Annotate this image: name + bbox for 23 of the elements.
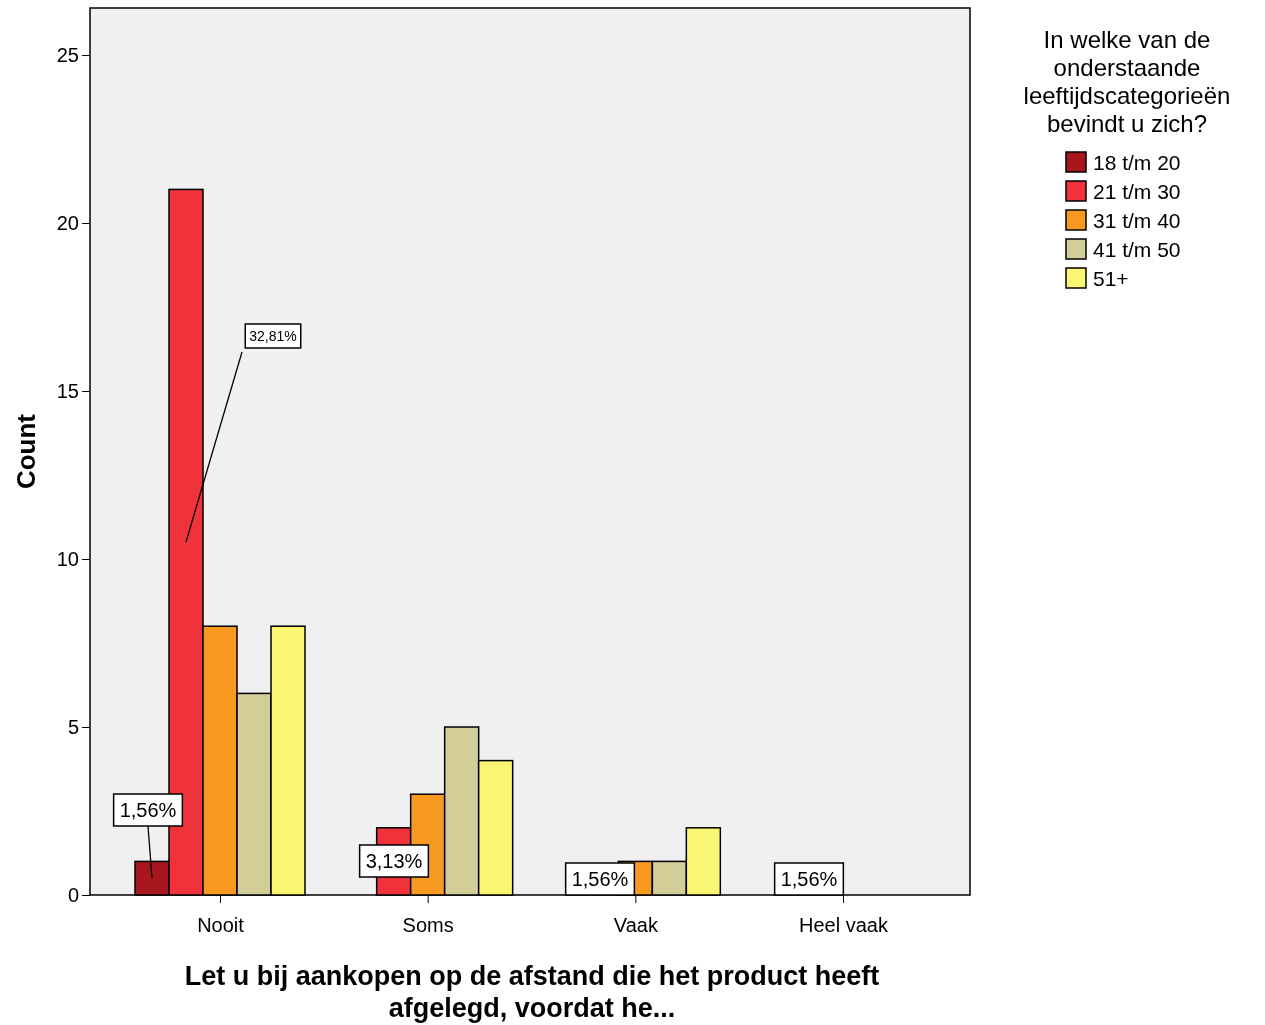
x-tick-label: Vaak [613,914,659,936]
legend-label: 41 t/m 50 [1093,238,1181,261]
y-tick-label: 25 [56,43,79,66]
annotation: 1,56% [119,799,177,822]
annotation: 32,81% [249,328,297,345]
y-tick-label: 10 [56,547,79,570]
annotation: 3,13% [365,850,423,873]
y-tick-label: 20 [56,211,79,234]
annotation: 1,56% [571,868,629,891]
y-tick-label: 0 [67,883,79,906]
y-tick-label: 15 [56,379,79,402]
x-tick-label: Soms [402,914,454,936]
y-tick-label: 5 [67,715,79,738]
x-tick-label: Heel vaak [799,914,889,936]
annotation: 1,56% [780,868,838,891]
x-tick-label: Nooit [197,914,245,936]
x-axis-title: Let u bij aankopen op de afstand die het product heeft afgelegd, voordat he... [184,961,880,1023]
legend-label: 31 t/m 40 [1093,209,1181,232]
legend-title: In welke van de onderstaande leeftijdscategorieën bevindt u zich? [1023,26,1231,137]
legend-label: 18 t/m 20 [1093,151,1181,174]
y-axis-title: Count [11,413,41,490]
legend-label: 21 t/m 30 [1093,180,1181,203]
legend-label: 51+ [1093,267,1129,290]
